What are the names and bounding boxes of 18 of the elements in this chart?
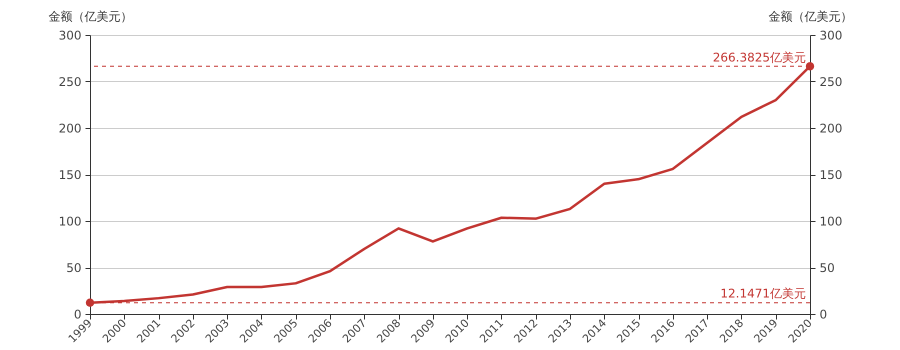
y-tick-label: 300 [58,28,82,42]
y-tick-label: 100 [58,214,82,228]
ref-line-label: 12.1471亿美元 [720,286,806,301]
y2-tick-label: 50 [820,261,835,275]
y2-tick-label: 0 [820,308,828,322]
y2-tick-label: 150 [820,168,842,182]
y-tick-label: 250 [58,75,82,89]
y-tick-label: 200 [58,122,82,136]
y2-tick-label: 300 [820,28,842,42]
y2-tick-label: 250 [820,75,842,89]
ref-line-label: 266.3825亿美元 [712,50,806,64]
y-axis-title: 金额（亿美元） [48,10,132,24]
y2-tick-label: 200 [820,122,842,136]
y-tick-label: 50 [66,261,82,275]
y-tick-label: 0 [74,308,82,322]
y2-axis-title: 金额（亿美元） [768,10,852,24]
y2-tick-label: 100 [820,214,842,228]
y-tick-label: 150 [58,168,82,182]
